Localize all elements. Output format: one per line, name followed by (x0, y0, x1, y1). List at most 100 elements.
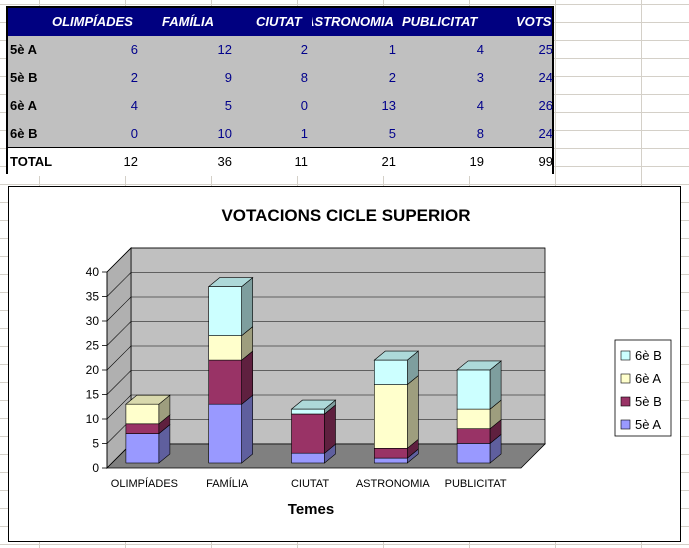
legend-swatch (620, 419, 631, 430)
bar-top (373, 350, 420, 361)
cell-value: 4 (476, 42, 484, 57)
y-tick-label: 0 (92, 461, 99, 475)
y-tick-label: 25 (86, 339, 100, 353)
cell-value: 10 (217, 126, 232, 141)
cell-value: 5 (224, 98, 232, 113)
legend-label: 5è B (635, 394, 662, 409)
cell-value: 3 (476, 70, 484, 85)
votes-table: OLIMPÍADES FAMÍLIA CIUTAT ASTRONOMIA PUB… (6, 6, 554, 176)
row-label: 6è B (10, 126, 38, 141)
x-tick-label: FAMÍLIA (206, 477, 249, 490)
bar-segment (125, 423, 160, 434)
total-row: TOTAL 12 36 11 21 19 99 (8, 147, 553, 176)
cell-value: 0 (130, 126, 138, 141)
cell-value: 6 (130, 42, 138, 57)
legend-swatch (620, 396, 631, 407)
bar-segment (208, 286, 242, 336)
bar-segment (373, 447, 408, 459)
cell-value: 99 (538, 154, 553, 169)
cell-value: 19 (469, 154, 484, 169)
bar-segment (373, 384, 408, 449)
table-row: 6è A 4 5 0 13 4 26 (8, 92, 553, 120)
y-tick-label: 10 (86, 412, 100, 426)
bar-segment (373, 457, 408, 464)
legend-swatch (620, 373, 631, 384)
header-astronomia: ASTRONOMIA (312, 14, 394, 29)
bar-segment (456, 408, 491, 430)
x-tick-label: ASTRONOMIA (356, 478, 431, 490)
gridline (106, 345, 132, 371)
cell-value: 2 (388, 70, 396, 85)
y-tick-label: 20 (86, 363, 100, 377)
cell-value: 8 (476, 126, 484, 141)
header-publicitat: PUBLICITAT (402, 14, 478, 29)
x-axis-title: Temes (288, 501, 334, 518)
bar-segment (456, 443, 491, 464)
cell-value: 1 (300, 126, 308, 141)
y-tick-label: 40 (86, 265, 100, 279)
cell-value: 12 (123, 154, 138, 169)
cell-value: 24 (538, 70, 553, 85)
x-tick-label: PUBLICITAT (445, 478, 507, 490)
cell-value: 36 (217, 154, 232, 169)
bar-segment (456, 428, 491, 444)
row-label: 5è B (10, 70, 38, 85)
gridline (106, 370, 132, 395)
cell-value: 2 (130, 70, 138, 85)
cell-value: 12 (217, 42, 232, 57)
legend-label: 5è A (635, 417, 661, 432)
table-header-row: OLIMPÍADES FAMÍLIA CIUTAT ASTRONOMIA PUB… (8, 8, 552, 36)
gridline (106, 247, 132, 273)
gridline (106, 296, 132, 322)
gridline (106, 272, 132, 297)
cell-value: 11 (294, 154, 309, 169)
cell-value: 21 (381, 154, 396, 169)
cell-value: 8 (300, 70, 308, 85)
y-tick-label: 35 (86, 290, 100, 304)
bar-segment (208, 335, 242, 361)
bar-top (207, 277, 254, 287)
legend-label: 6è B (635, 348, 662, 363)
row-label: 6è A (10, 98, 37, 113)
y-tick-label: 30 (86, 314, 100, 328)
total-label: TOTAL (10, 154, 53, 169)
table-row: 6è B 0 10 1 5 8 24 (8, 120, 553, 148)
table-row: 5è B 2 9 8 2 3 24 (8, 64, 553, 92)
header-familia: FAMÍLIA (162, 14, 214, 29)
header-vots: VOTS (516, 14, 552, 29)
x-tick-label: OLIMPÍADES (111, 477, 178, 490)
y-tick-label: 15 (86, 388, 100, 402)
bar-segment (208, 359, 242, 405)
gridline (106, 394, 132, 420)
gridline (106, 321, 132, 346)
bar-segment (208, 403, 242, 464)
bar-segment (373, 359, 408, 385)
header-olimpiades: OLIMPÍADES (52, 14, 133, 29)
y-tick-label: 5 (92, 437, 99, 451)
chart-title: VOTACIONS CICLE SUPERIOR (221, 206, 470, 225)
bar-segment (125, 433, 160, 464)
bar-segment (125, 403, 160, 425)
cell-value: 9 (224, 70, 232, 85)
bar-segment-side (241, 394, 253, 464)
bar-segment (456, 369, 491, 410)
bar-segment-side (241, 276, 253, 337)
bar-segment (291, 408, 325, 415)
cell-value: 26 (538, 98, 553, 113)
legend-label: 6è A (635, 371, 661, 386)
legend-swatch (620, 350, 631, 361)
bar-top (125, 394, 171, 405)
cell-value: 5 (388, 126, 396, 141)
chart-area: VOTACIONS CICLE SUPERIOR Temes 0 5 10 15 20 2… (8, 186, 681, 542)
cell-value: 4 (130, 98, 138, 113)
cell-value: 24 (538, 126, 553, 141)
stacked-bar-chart: VOTACIONS CICLE SUPERIOR Temes 0 5 10 15 20 2… (86, 206, 672, 518)
cell-value: 2 (300, 42, 308, 57)
cell-value: 1 (388, 42, 396, 57)
bar-segment-side (406, 374, 419, 449)
header-ciutat: CIUTAT (256, 14, 302, 29)
x-tick-label: CIUTAT (291, 478, 329, 490)
bar-segment (291, 452, 325, 464)
row-label: 5è A (10, 42, 37, 57)
cell-value: 25 (538, 42, 553, 57)
